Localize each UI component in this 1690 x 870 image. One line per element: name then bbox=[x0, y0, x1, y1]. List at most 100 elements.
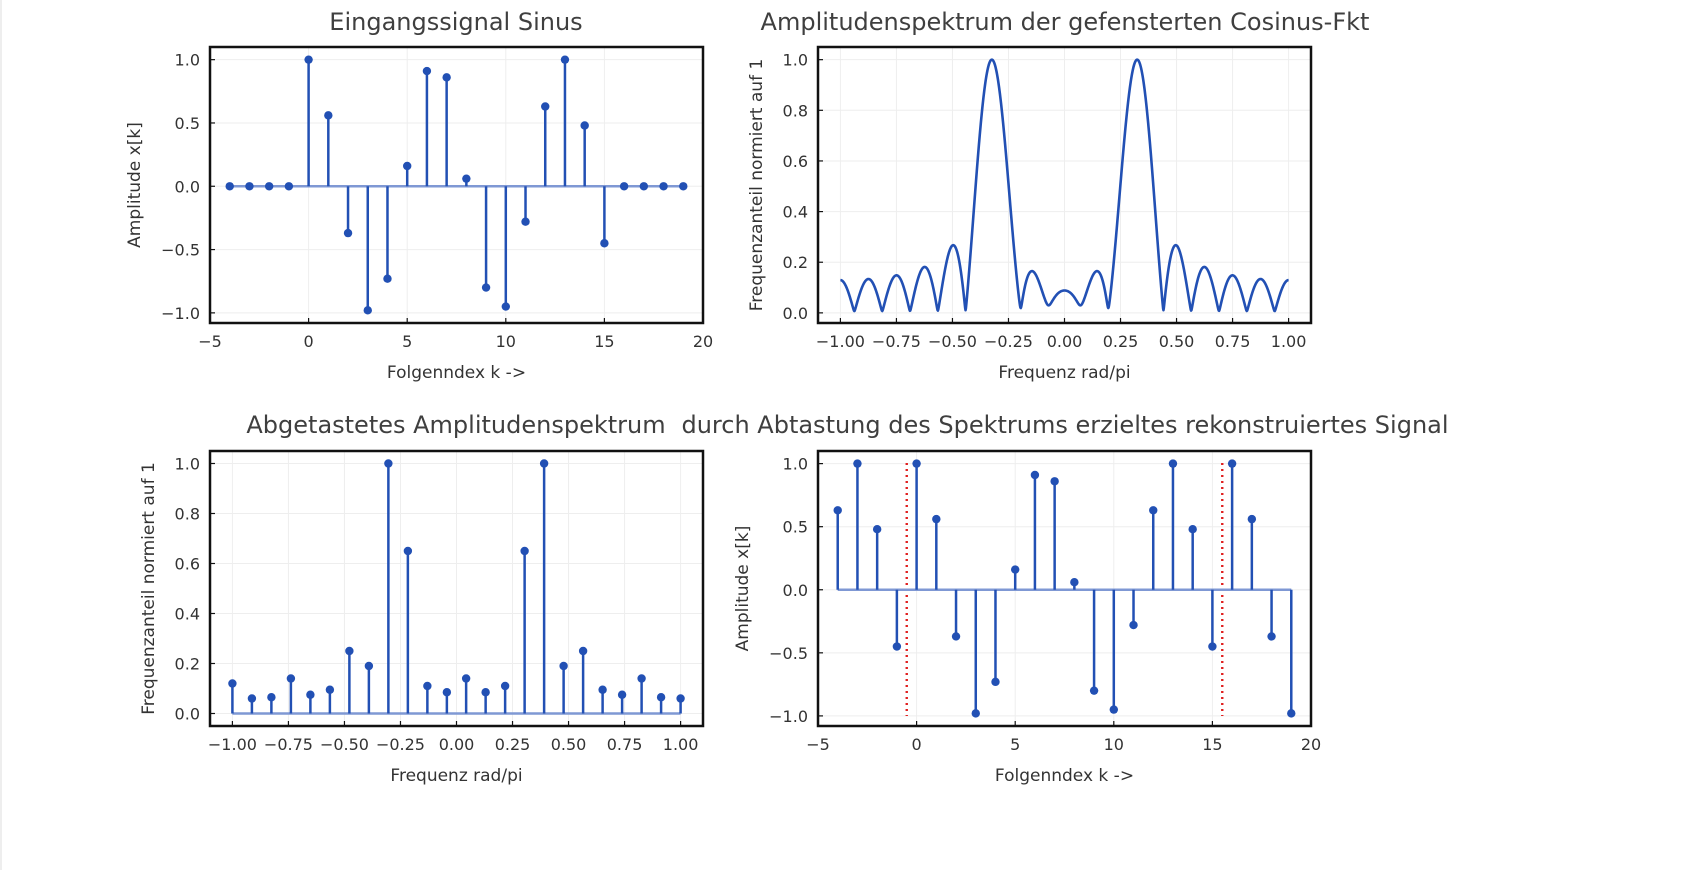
y-tick-label: −1.0 bbox=[161, 304, 200, 323]
x-tick-label: 0.00 bbox=[1047, 332, 1083, 351]
x-tick-label: 10 bbox=[1104, 735, 1124, 754]
x-tick-label: −5 bbox=[806, 735, 830, 754]
x-axis-label: Folgenndex k -> bbox=[387, 363, 526, 383]
stem-marker bbox=[578, 646, 588, 656]
stem-marker bbox=[442, 688, 452, 697]
x-tick-label: 0.25 bbox=[1103, 332, 1139, 351]
stem-marker bbox=[1227, 459, 1237, 468]
stem-marker bbox=[306, 690, 315, 699]
stem-marker bbox=[225, 182, 234, 191]
stem-marker bbox=[304, 55, 313, 64]
y-tick-label: 0.6 bbox=[783, 152, 808, 171]
x-tick-label: 0 bbox=[304, 332, 314, 351]
y-tick-label: 0.4 bbox=[175, 605, 200, 624]
ticks: −5 0 5 10 15 20 −1.0 −0.5 0.0 0.5 1.0 bbox=[769, 455, 1321, 754]
stem-marker bbox=[598, 685, 607, 694]
stem-marker bbox=[1050, 477, 1059, 486]
stem-marker bbox=[403, 161, 412, 171]
subplot-2: −1.00 −0.75 −0.50 −0.25 0.00 0.25 0.50 0.75 1.00… bbox=[747, 8, 1369, 383]
stem-marker bbox=[1287, 709, 1296, 718]
stem-marker bbox=[971, 709, 980, 718]
stem-marker bbox=[481, 688, 490, 697]
stem-marker bbox=[932, 514, 941, 524]
stem-marker bbox=[580, 121, 589, 130]
stem-marker bbox=[442, 73, 451, 82]
x-tick-label: −0.50 bbox=[928, 332, 977, 351]
stem-marker bbox=[1149, 506, 1158, 515]
y-tick-label: −1.0 bbox=[769, 707, 808, 726]
stem-marker bbox=[912, 459, 921, 468]
stem-marker bbox=[656, 693, 666, 702]
y-tick-label: 0.0 bbox=[783, 304, 808, 323]
subplot-4: −5 0 5 10 15 20 −1.0 −0.5 0.0 0.5 1.0 durch Abtastu… bbox=[681, 411, 1448, 786]
stem-marker bbox=[1070, 577, 1079, 587]
stem-marker bbox=[872, 525, 882, 534]
y-axis-label: Frequenzanteil normiert auf 1 bbox=[139, 462, 159, 715]
x-tick-label: −5 bbox=[198, 332, 222, 351]
stem-marker bbox=[1089, 686, 1099, 695]
stem-marker bbox=[659, 182, 668, 191]
stem-marker bbox=[637, 674, 646, 683]
stem-marker bbox=[1011, 565, 1020, 574]
stem-marker bbox=[284, 182, 294, 191]
ticks: −1.00 −0.75 −0.50 −0.25 0.00 0.25 0.50 0.75 1.00… bbox=[175, 455, 699, 755]
stem-marker bbox=[559, 661, 568, 671]
stem-marker bbox=[383, 274, 392, 283]
x-tick-label: 20 bbox=[1301, 735, 1321, 754]
stem-marker bbox=[541, 102, 550, 111]
grid bbox=[209, 47, 704, 323]
x-tick-label: −0.25 bbox=[376, 735, 425, 754]
stem-marker bbox=[461, 674, 471, 683]
stem-marker bbox=[324, 111, 333, 120]
y-tick-label: 0.8 bbox=[783, 101, 808, 120]
x-tick-label: −0.25 bbox=[984, 332, 1033, 351]
y-tick-label: 0.5 bbox=[783, 518, 808, 537]
stem-marker bbox=[423, 681, 432, 691]
y-tick-label: 0.6 bbox=[175, 555, 200, 574]
y-tick-label: 1.0 bbox=[783, 455, 808, 474]
y-tick-label: 0.2 bbox=[175, 655, 200, 674]
stem-marker bbox=[1129, 620, 1138, 630]
y-tick-label: 0.8 bbox=[175, 505, 200, 524]
stem-marker bbox=[853, 459, 862, 468]
stem-marker bbox=[833, 506, 842, 515]
stem-marker bbox=[481, 283, 491, 292]
axes-frame bbox=[816, 449, 1313, 728]
stem-marker bbox=[560, 55, 570, 64]
stem-marker bbox=[384, 459, 393, 468]
y-tick-label: −0.5 bbox=[161, 241, 200, 260]
x-tick-label: 5 bbox=[1010, 735, 1020, 754]
x-tick-label: 0 bbox=[912, 735, 922, 754]
stem-marker bbox=[521, 217, 530, 226]
stem-marker bbox=[520, 546, 529, 556]
stem-marker bbox=[1247, 514, 1257, 524]
stem-marker bbox=[617, 690, 627, 699]
y-tick-label: 1.0 bbox=[175, 455, 200, 474]
stem-marker bbox=[501, 302, 510, 311]
stem-marker bbox=[403, 546, 413, 556]
stem-marker bbox=[892, 642, 902, 651]
x-tick-label: −0.50 bbox=[320, 735, 369, 754]
stem-marker bbox=[345, 646, 354, 656]
plot-area bbox=[833, 459, 1296, 718]
x-tick-label: 1.00 bbox=[1271, 332, 1307, 351]
stem-marker bbox=[539, 459, 549, 468]
y-tick-label: 0.4 bbox=[783, 203, 808, 222]
stem-marker bbox=[639, 182, 649, 191]
stem-marker bbox=[600, 239, 609, 248]
subplot-3: −1.00 −0.75 −0.50 −0.25 0.00 0.25 0.50 0.75 1.00… bbox=[139, 411, 705, 786]
stem-marker bbox=[267, 693, 276, 702]
grid bbox=[210, 451, 703, 726]
stem-marker bbox=[286, 674, 296, 683]
stem-marker bbox=[951, 632, 961, 641]
chart-title: durch Abtastung des Spektrums erzieltes … bbox=[681, 411, 1448, 439]
stem-marker bbox=[1168, 459, 1178, 468]
x-tick-label: 0.75 bbox=[607, 735, 643, 754]
x-axis-label: Frequenz rad/pi bbox=[390, 766, 522, 786]
stem-marker bbox=[245, 182, 254, 191]
y-tick-label: 0.0 bbox=[175, 177, 200, 196]
window-edge bbox=[0, 0, 2, 870]
x-tick-label: 5 bbox=[402, 332, 412, 351]
stem-marker bbox=[363, 306, 372, 315]
